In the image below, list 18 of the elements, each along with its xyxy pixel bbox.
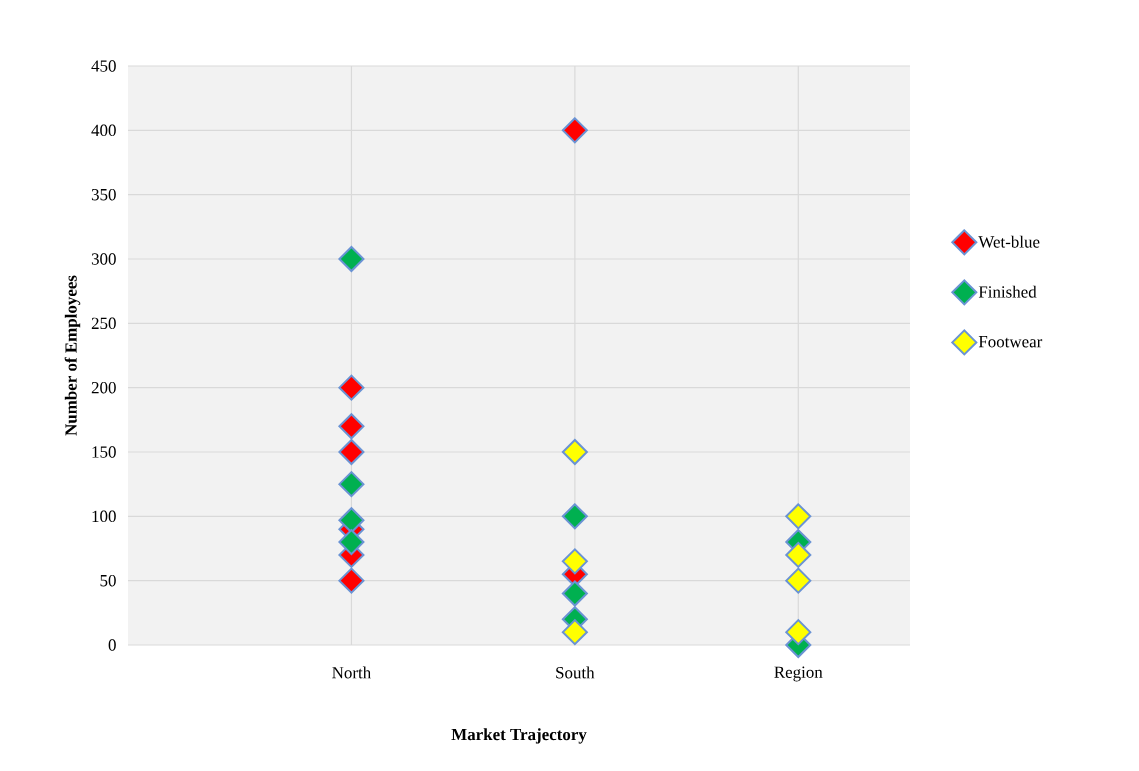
- y-tick-label: 350: [91, 188, 116, 201]
- x-tick-label: Region: [774, 666, 823, 682]
- y-tick-label: 250: [91, 317, 116, 330]
- y-tick-label: 450: [91, 60, 116, 72]
- legend-label: Wet-blue: [978, 235, 1040, 248]
- legend-label: Finished: [978, 285, 1037, 298]
- y-tick-label: 400: [91, 124, 116, 137]
- x-tick-label: South: [556, 666, 595, 679]
- y-tick-label: 0: [108, 639, 116, 651]
- y-axis-title: Number of Employees: [64, 275, 81, 436]
- legend-label: Footwear: [978, 336, 1043, 348]
- x-tick-label: North: [332, 666, 371, 679]
- y-tick-label: 150: [92, 446, 116, 458]
- x-axis-title: Market Trajectory: [451, 728, 587, 744]
- y-tick-label: 200: [91, 381, 116, 394]
- y-tick-label: 300: [91, 253, 116, 265]
- y-tick-label: 50: [100, 574, 116, 587]
- y-tick-label: 100: [92, 510, 116, 523]
